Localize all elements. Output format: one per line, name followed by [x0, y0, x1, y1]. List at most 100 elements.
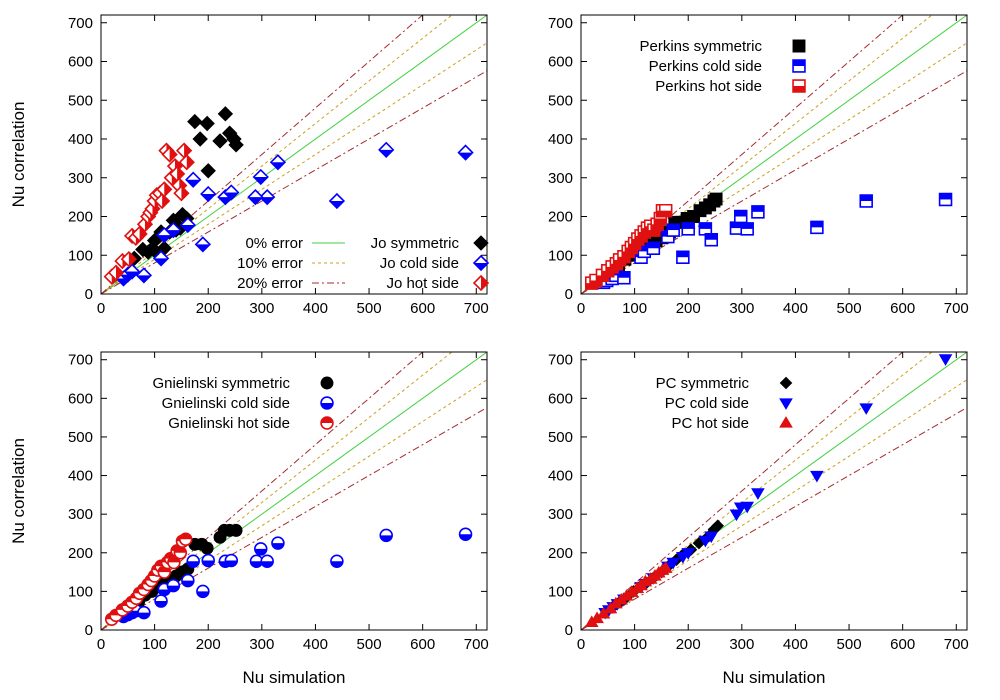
legend-marker — [472, 254, 490, 272]
x-tick-label: 100 — [142, 636, 167, 653]
data-point — [152, 250, 170, 267]
data-point — [201, 553, 215, 568]
data-point — [229, 523, 243, 537]
data-point — [704, 531, 719, 544]
legend-label: Jo cold side — [380, 255, 459, 272]
x-tick-label: 100 — [622, 636, 647, 653]
data-point — [137, 605, 151, 620]
plot-frame — [580, 14, 968, 295]
x-tick-label: 300 — [249, 300, 274, 317]
legend: 0% error 10% error 20% error Jo symmetric Jo… — [237, 235, 490, 292]
data-point — [751, 205, 765, 219]
data-point — [698, 535, 713, 548]
x-tick-label: 400 — [303, 300, 328, 317]
legend-marker — [472, 274, 490, 292]
data-point — [154, 594, 168, 608]
y-tick-label: 600 — [548, 54, 573, 71]
x-axis-title: Nu simulation — [723, 668, 826, 687]
reference-line — [101, 407, 487, 630]
data-points — [103, 106, 474, 287]
data-points — [584, 192, 953, 290]
data-point — [120, 250, 138, 268]
y-tick-label: 300 — [68, 506, 93, 523]
data-point — [153, 192, 171, 210]
legend-marker — [779, 398, 793, 410]
y-tick-label: 500 — [68, 429, 93, 446]
data-point — [181, 573, 195, 588]
data-point — [135, 267, 153, 284]
legend-label: Perkins cold side — [649, 58, 762, 75]
data-point — [166, 578, 181, 593]
reference-lines — [581, 352, 967, 630]
series-jo-hot-side — [103, 142, 195, 285]
data-point — [200, 185, 217, 203]
data-point — [269, 154, 287, 171]
data-point — [192, 131, 208, 147]
data-point — [458, 527, 473, 541]
data-point — [199, 115, 215, 132]
reference-line — [581, 379, 967, 630]
legend-marker — [792, 59, 806, 73]
data-point — [156, 181, 173, 198]
data-point — [173, 546, 188, 560]
y-tick-label: 100 — [68, 247, 93, 264]
reference-line — [101, 42, 487, 294]
x-tick-label: 200 — [196, 300, 221, 317]
x-tick-label: 700 — [464, 300, 489, 317]
x-tick-label: 500 — [837, 300, 862, 317]
y-tick-label: 0 — [85, 286, 93, 303]
y-tick-label: 700 — [548, 15, 573, 32]
legend-label: Gnielinski symmetric — [152, 375, 290, 392]
plot-frame — [100, 14, 488, 295]
data-point — [178, 532, 193, 547]
data-point — [196, 584, 210, 599]
data-point — [200, 163, 216, 179]
data-point — [212, 133, 228, 149]
x-tick-label: 0 — [97, 300, 105, 317]
data-point — [698, 222, 713, 236]
y-tick-label: 700 — [68, 15, 93, 32]
y-tick-label: 700 — [68, 352, 93, 369]
legend-label: Gnielinski cold side — [162, 395, 290, 412]
data-point — [259, 188, 276, 206]
legend-marker — [792, 39, 806, 53]
legend-label: Perkins hot side — [655, 78, 762, 95]
y-tick-label: 200 — [68, 209, 93, 226]
y-tick-label: 200 — [548, 545, 573, 562]
data-point — [740, 501, 755, 514]
data-point — [810, 470, 824, 483]
data-point — [740, 222, 754, 236]
reference-line — [101, 379, 487, 630]
y-tick-label: 200 — [548, 209, 573, 226]
x-tick-label: 100 — [142, 300, 167, 317]
series-gnielinski-hot-side — [104, 532, 193, 626]
data-points — [584, 354, 953, 627]
legend-label: Jo hot side — [386, 275, 459, 292]
reference-line — [581, 42, 967, 294]
legend-marker — [792, 79, 806, 93]
series-jo-cold-side — [115, 141, 474, 287]
data-point — [709, 192, 723, 206]
x-tick-label: 600 — [410, 300, 435, 317]
y-tick-label: 600 — [68, 390, 93, 407]
legend-label: PC symmetric — [656, 375, 750, 392]
data-point — [751, 488, 765, 500]
x-tick-label: 300 — [249, 636, 274, 653]
x-tick-label: 500 — [357, 636, 382, 653]
legend-label: PC cold side — [665, 395, 749, 412]
data-point — [252, 168, 269, 186]
reference-line — [581, 407, 967, 630]
data-point — [617, 270, 631, 285]
legend-marker — [320, 396, 334, 410]
chart-panel-4: 0 100 200 300 400 500 600 700 0 100 200 300 400 500 60… — [548, 351, 969, 687]
legend-marker — [320, 416, 334, 430]
y-tick-label: 300 — [68, 170, 93, 187]
y-tick-label: 600 — [548, 390, 573, 407]
data-point — [107, 264, 125, 281]
legend-label: Perkins symmetric — [639, 38, 762, 55]
data-point — [254, 542, 268, 556]
x-tick-label: 0 — [577, 636, 585, 653]
x-tick-label: 500 — [357, 300, 382, 317]
data-point — [859, 403, 874, 415]
